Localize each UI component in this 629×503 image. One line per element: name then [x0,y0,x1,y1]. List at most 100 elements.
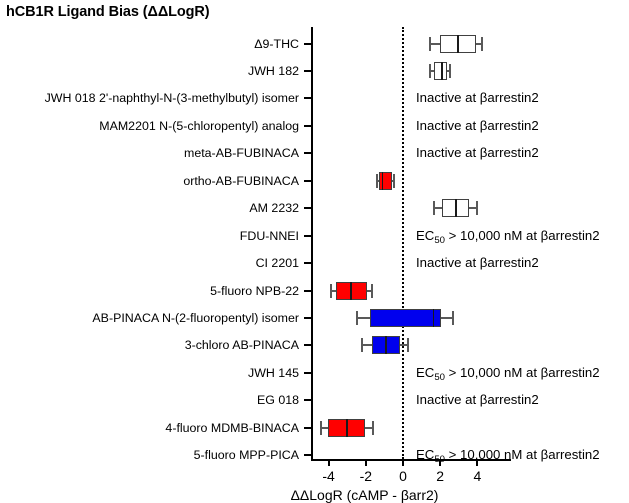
inactivity-annotation: EC50 > 10,000 nM at βarrestin2 [416,227,600,246]
x-axis-title: ΔΔLogR (cAMP - βarr2) [0,487,629,503]
y-tick [304,207,312,210]
x-axis-title-text: ΔΔLogR (cAMP - βarr2) [290,487,439,503]
box-plot [0,280,629,302]
category-label: ortho-AB-FUBINACA [183,173,299,188]
whisker-cap-high [448,63,451,78]
box-plot [0,170,629,192]
median-line [381,171,384,190]
y-tick [304,371,312,374]
category-label: 5-fluoro MPP-PICA [193,448,299,463]
x-tick [327,459,330,466]
ec50-prefix: EC [416,227,435,243]
whisker-cap-high [476,201,479,216]
category-label: 3-chloro AB-PINACA [184,338,299,353]
category-label: FDU-NNEI [239,228,299,243]
inactivity-annotation: Inactive at βarrestin2 [416,90,539,106]
whisker-cap-low [330,283,333,298]
whisker-cap-low [428,36,431,51]
ec50-suffix: > 10,000 nM at βarrestin2 [445,227,600,243]
ec50-suffix: > 10,000 nM at βarrestin2 [445,447,600,463]
x-tick [439,459,442,466]
x-tick [364,459,367,466]
category-label: AM 2232 [249,201,299,216]
category-label: EG 018 [256,393,299,408]
y-tick [304,399,312,402]
y-tick [304,317,312,319]
whisker-cap-low [432,201,435,216]
inactivity-annotation: Inactive at βarrestin2 [416,255,539,271]
whisker-cap-low [375,173,378,188]
whisker-cap-high [372,420,375,435]
box-plot [0,33,629,55]
category-label: AB-PINACA N-(2-fluoropentyl) isomer [92,311,299,325]
x-tick-label: -2 [359,468,373,484]
category-label: JWH 018 2'-naphthyl-N-(3-methylbutyl) is… [44,91,299,106]
inactivity-annotation: Inactive at βarrestin2 [416,145,539,161]
category-label: 4-fluoro MDMB-BINACA [165,420,299,435]
box-plot [0,60,629,82]
ec50-subscript: 50 [434,234,445,246]
y-tick [304,179,312,182]
inactivity-annotation: EC50 > 10,000 nM at βarrestin2 [416,447,600,466]
median-line [346,418,348,437]
category-label: 5-fluoro NPB-22 [210,283,299,298]
y-tick [304,234,312,237]
x-tick-label: -4 [322,468,335,484]
whisker-cap-low [428,63,431,78]
y-tick [304,262,312,265]
y-tick [304,289,312,292]
y-tick [304,152,312,155]
median-line [385,336,388,355]
y-tick [304,97,312,100]
category-label: meta-AB-FUBINACA [184,146,299,161]
inactivity-annotation: EC50 > 10,000 nM at βarrestin2 [416,364,600,383]
whisker-cap-high [452,311,455,325]
whisker-cap-high [406,338,409,353]
box-rect [433,61,447,80]
median-line [350,281,352,300]
ec50-suffix: > 10,000 nM at βarrestin2 [445,364,600,380]
category-label: JWH 145 [248,365,299,380]
y-tick [304,69,312,72]
box-plot [0,307,629,329]
median-line [455,199,457,218]
inactivity-annotation: Inactive at βarrestin2 [416,392,539,408]
box-plot [0,417,629,439]
x-tick-label: 0 [399,468,407,484]
page-title: hCB1R Ligand Bias (ΔΔLogR) [6,4,210,20]
ec50-prefix: EC [416,364,435,380]
x-tick-label: 4 [473,468,482,484]
whisker-cap-low [320,420,323,435]
median-line [457,34,459,53]
category-label: MAM2201 N-(5-chloropentyl) analog [99,118,299,133]
category-label: Δ9-THC [254,36,299,51]
y-tick [304,124,312,127]
whisker-cap-high [481,36,484,51]
category-label: CI 2201 [255,256,299,271]
x-tick [476,459,479,466]
ec50-prefix: EC [416,447,435,463]
y-tick [304,42,312,45]
ec50-subscript: 50 [434,371,445,383]
x-axis-line [311,459,511,461]
whisker-cap-low [356,311,359,325]
median-line [441,61,443,80]
zero-reference-line [402,27,404,459]
box-plot [0,197,629,219]
box-rect [369,309,442,327]
whisker-cap-high [392,173,395,188]
y-axis-line [311,27,313,461]
box-plot [0,334,629,356]
whisker-cap-high [371,283,374,298]
y-tick [304,426,312,429]
x-tick-label: 2 [436,468,445,484]
inactivity-annotation: Inactive at βarrestin2 [416,117,539,133]
y-tick [304,344,312,347]
y-tick [304,454,312,457]
category-label: JWH 182 [248,63,299,78]
x-tick [402,459,404,466]
median-line [432,309,435,327]
whisker-cap-low [361,338,364,353]
